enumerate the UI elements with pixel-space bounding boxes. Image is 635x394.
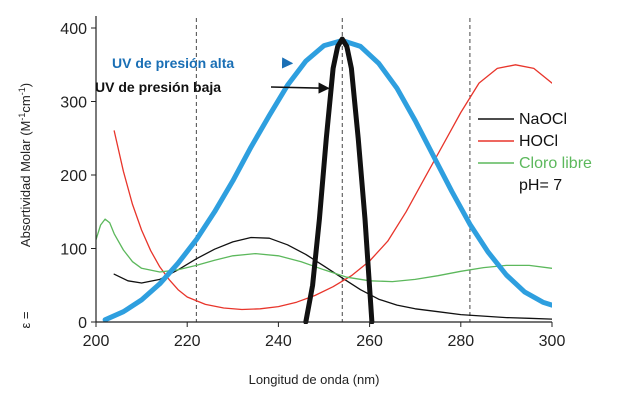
x-tick-label-220: 220 <box>174 333 201 350</box>
series-line-hocl <box>113 64 552 311</box>
legend-label-cloro-libre: Cloro libre <box>519 155 592 172</box>
x-tick-label-280: 280 <box>447 333 474 350</box>
series-line-uv-de-presion-alta <box>102 38 552 323</box>
x-tick-label-200: 200 <box>83 333 110 350</box>
annotation-uv-de-presion-baja: UV de presión baja <box>95 79 221 95</box>
y-axis-title: Absortividad Molar (M-1cm-1) <box>17 83 33 247</box>
y-axis-prefix: ε = <box>18 312 33 329</box>
y-tick-label-0: 0 <box>78 315 87 332</box>
y-tick-label-200: 200 <box>60 168 87 185</box>
annotations: UV de presión alta UV de presión baja <box>95 55 330 95</box>
tick-labels: 200 220 240 260 280 300 0 100 200 300 400 <box>60 21 565 350</box>
series-line-cloro-libre <box>96 218 552 283</box>
annotation-uv-de-presion-alta: UV de presión alta <box>112 55 234 71</box>
axes <box>91 16 553 327</box>
y-tick-label-100: 100 <box>60 242 87 259</box>
x-axis-title: Longitud de onda (nm) <box>249 372 380 387</box>
series-layer <box>96 36 552 324</box>
legend-label-naocl: NaOCl <box>519 111 567 128</box>
x-tick-label-260: 260 <box>356 333 383 350</box>
x-tick-label-300: 300 <box>539 333 566 350</box>
x-tick-label-240: 240 <box>265 333 292 350</box>
legend-label-hocl: HOCl <box>519 133 558 150</box>
annotation-arrow-uv-de-presion-baja <box>270 82 330 94</box>
series-line-uv-de-presion-baja <box>303 36 375 324</box>
legend-note-ph: pH= 7 <box>519 177 562 194</box>
legend: NaOCl HOCl Cloro libre pH= 7 <box>478 111 592 194</box>
reference-lines <box>195 18 471 322</box>
y-tick-label-400: 400 <box>60 21 87 38</box>
y-tick-label-300: 300 <box>60 95 87 112</box>
